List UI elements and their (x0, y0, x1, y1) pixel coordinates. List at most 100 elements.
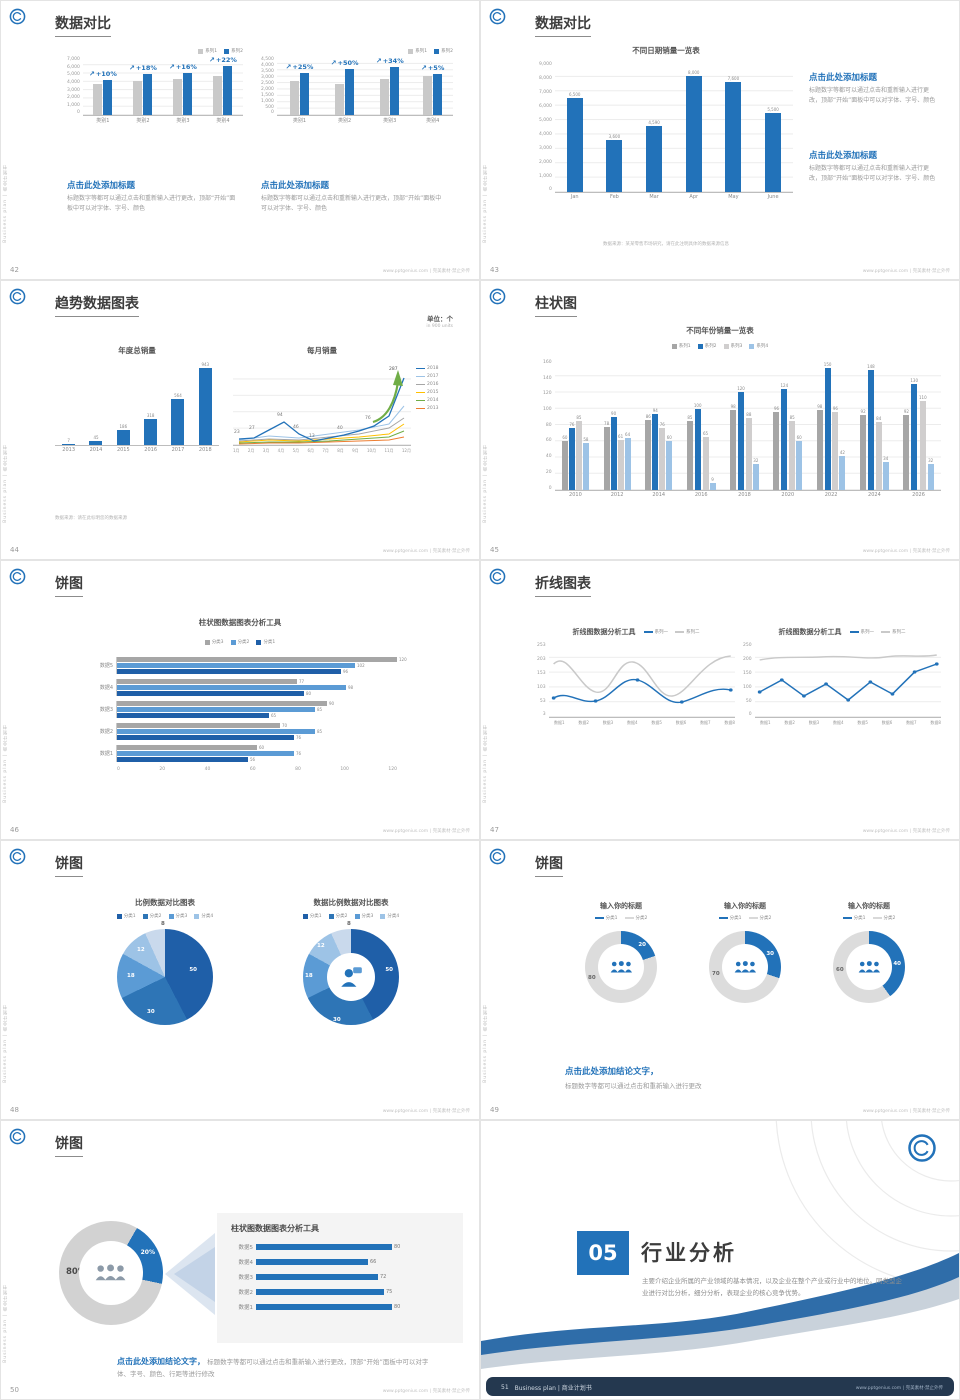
legend-label: 分类3 (361, 914, 374, 919)
bar-line: 102 (117, 663, 407, 668)
slide-48: Business plan | 商业计划书 饼图 比例数据对比图表 分类1 分类2… (0, 840, 480, 1120)
up-arrow-icon: ↗ (168, 62, 175, 71)
bar-column: 85 (686, 415, 693, 490)
legend-swatch (416, 375, 425, 378)
block-heading: 点击此处添加标题 (67, 181, 136, 191)
delta-label: ↗ +16% (169, 63, 197, 71)
bar-value: 96 (343, 669, 349, 674)
legend-swatch (204, 639, 210, 645)
legend-label: 分类3 (175, 914, 188, 919)
legend-item: 系列一 (849, 629, 874, 635)
slide-title: 数据对比 (55, 16, 111, 37)
delta-value: +22% (215, 56, 237, 64)
axis-tick: 5,000 (539, 117, 552, 123)
legend-label: 系列1 (415, 49, 428, 54)
axis-tick: 数据2 (578, 720, 589, 725)
bar-set: 77 98 80 (116, 679, 353, 696)
axis-tick: 0 (77, 110, 80, 116)
bar-panel: 柱状图数据图表分析工具 数据5 80 数据4 66 数据3 72 数据2 75 数据1 80 (217, 1213, 463, 1343)
legend-item: 分类3 (168, 913, 188, 919)
legend-item: 系列二 (881, 629, 906, 635)
legend-item: 分类2 (872, 915, 895, 921)
bar-column (143, 74, 153, 115)
slice-value: 12 (317, 943, 325, 949)
bar-group: 8,000 Apr (685, 63, 702, 200)
bar (617, 440, 624, 490)
axis-tick: 数据1 (760, 720, 771, 725)
bar-value: 76 (296, 735, 302, 740)
bar-value: 61 (618, 434, 624, 439)
axis-tick: 0 (548, 485, 552, 491)
bar-row: 数据2 70 85 76 (89, 723, 429, 740)
axis-tick: 100 (543, 407, 552, 413)
delta-label: ↗ +50% (331, 59, 359, 67)
legend-swatch (416, 367, 425, 370)
legend-swatch (408, 48, 414, 54)
x-axis: 数据1 数据2 数据3 数据4 数据5 数据6 数据7 数据8 (760, 720, 941, 726)
slide-number: 43 (490, 266, 499, 274)
slice-value: 30 (147, 1009, 155, 1015)
bar-column: 84 (875, 416, 882, 490)
point-label: 27 (249, 426, 255, 431)
delta-label: ↗ +22% (209, 56, 237, 64)
bar (256, 1274, 378, 1280)
legend-label: 分类1 (309, 914, 322, 919)
chart-title: 不同年份销量一览表 (686, 326, 754, 335)
plot-area (754, 644, 941, 718)
bar-value: 3,600 (608, 134, 621, 139)
bar-value: 5,500 (767, 107, 779, 112)
bar (603, 427, 610, 490)
category-label: 类别3 (176, 118, 190, 124)
bar-value: 564 (174, 393, 182, 398)
axis-tick: 9月 (352, 448, 359, 453)
axis-tick: 120 (543, 391, 552, 397)
legend-item: 系列一 (643, 629, 668, 635)
bar-value: 85 (317, 707, 323, 712)
y-axis: 253 203 153 103 53 3 (537, 643, 549, 718)
chart-legend: 分类1 分类2 (813, 915, 925, 921)
block-heading: 点击此处添加标题 (809, 73, 878, 83)
axis-tick: 6,000 (67, 64, 80, 70)
bar-value: 65 (702, 431, 709, 436)
bar-group-row: 98 150 96 42 (816, 362, 846, 490)
legend-item: 分类3 (204, 639, 224, 645)
bar (730, 410, 737, 490)
axis-tick: 1,000 (539, 173, 552, 179)
slide-number: 50 (10, 1386, 19, 1394)
delta-value: +18% (135, 64, 157, 72)
logo-icon (9, 288, 26, 305)
donut: 20 80 (585, 931, 657, 1003)
bar-column (390, 67, 400, 115)
axis-tick: 10月 (367, 448, 377, 453)
bar-row: 数据3 72 (231, 1273, 449, 1281)
bar-row: 数据5 120 102 96 (89, 657, 429, 674)
bar-column (213, 76, 223, 115)
category-label: 2022 (824, 492, 838, 498)
bar-line: 70 (117, 723, 322, 728)
category-label: 2016 (144, 447, 158, 453)
arrow-head (393, 370, 403, 386)
axis-tick: 数据3 (808, 720, 820, 725)
slide-footer: www.pptgenius.com | 完美素材·禁止外传 (862, 829, 950, 834)
bar (289, 81, 299, 115)
bar (773, 412, 780, 490)
y-axis: 9,000 8,000 7,000 6,000 5,000 4,000 3,000 2,000… (539, 62, 555, 193)
bar-line: 75 (256, 1289, 392, 1295)
bar-column: 94 (652, 408, 659, 490)
axis-tick: 140 (543, 375, 552, 381)
slide-footer: www.pptgenius.com | 完美素材·禁止外传 (382, 1109, 470, 1114)
legend-item: 分类1 (302, 913, 322, 919)
bar-value: 85 (317, 729, 323, 734)
legend-item: 分类1 (718, 915, 742, 921)
bar (93, 84, 103, 115)
bar-row: 数据5 80 (231, 1243, 449, 1251)
axis-tick: 数据7 (906, 720, 917, 725)
line-chart-right: 折线图数据分析工具 系列一 系列二 250 200 150 100 50 0 数据1 数据2 数… (743, 627, 941, 726)
bar-group: 98 120 88 32 2018 (730, 361, 759, 498)
row-label: 数据3 (238, 1275, 254, 1281)
bar-value: 100 (693, 403, 702, 408)
axis-tick: 203 (537, 656, 546, 662)
legend-item: 系列4 (749, 343, 768, 349)
legend-label: 系列4 (756, 344, 769, 349)
bar-group-row: 98 120 88 32 (730, 386, 759, 490)
